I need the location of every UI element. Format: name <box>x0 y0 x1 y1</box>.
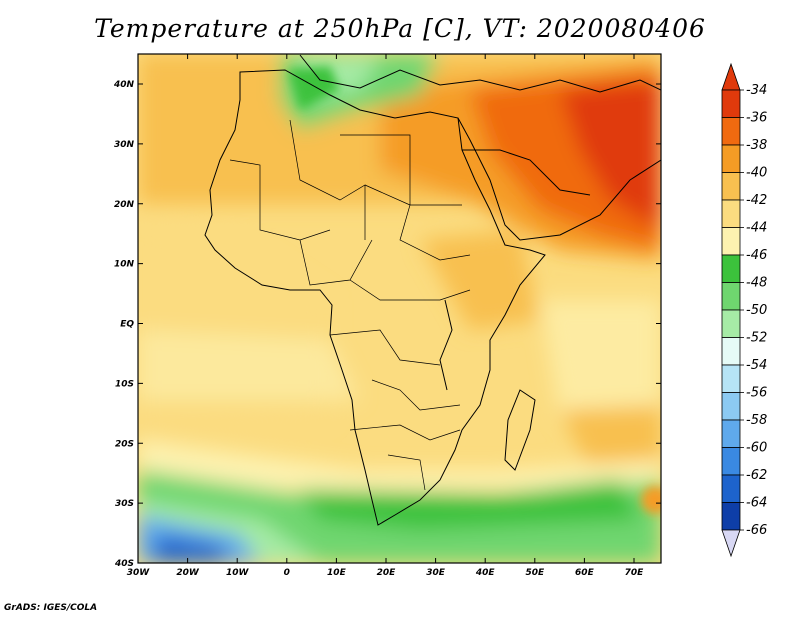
lat-label: 40N <box>113 80 135 90</box>
colorbar-top-arrow <box>721 62 741 91</box>
colorbar-label: -60 <box>746 441 767 456</box>
colorbar-label: -46 <box>746 248 767 263</box>
axis-ticks <box>137 54 661 564</box>
colorbar-swatch <box>721 364 741 393</box>
lat-label: 40S <box>114 559 134 569</box>
colorbar-swatch <box>721 227 741 256</box>
colorbar-label: -64 <box>746 496 767 511</box>
longitude-labels: 30W 20W 10W 0 10E 20E 30E 40E 50E 60E 70E <box>127 568 644 578</box>
colorbar-label: -52 <box>746 331 767 346</box>
colorbar-swatch <box>721 144 741 173</box>
lon-label: 20E <box>377 568 397 578</box>
colorbar-label: -56 <box>746 386 767 401</box>
colorbar-swatch <box>721 419 741 448</box>
lat-label: EQ <box>120 320 134 330</box>
colorbar-label: -38 <box>746 138 767 153</box>
colorbar-label: -34 <box>746 83 767 98</box>
colorbar-label: -36 <box>746 111 767 126</box>
lat-label: 30S <box>115 499 134 509</box>
lon-label: 70E <box>625 568 645 578</box>
lon-label: 10E <box>327 568 347 578</box>
grads-credit: GrADS: IGES/COLA <box>4 603 98 613</box>
colorbar-swatch <box>721 172 741 201</box>
colorbar-swatch <box>721 474 741 503</box>
colorbar-label: -66 <box>746 523 767 538</box>
lat-label: 20N <box>114 200 135 210</box>
colorbar-label: -58 <box>746 413 767 428</box>
lat-label: 10N <box>114 260 135 270</box>
lon-label: 0 <box>284 568 290 578</box>
lon-label: 10W <box>226 568 250 578</box>
colorbar: -34 -36 -38 -40 -42 -44 -46 -48 -50 -52 -54 -56 -58 -… <box>721 62 767 558</box>
arabia-coast <box>457 117 661 241</box>
madagascar-coast <box>504 389 536 471</box>
colorbar-swatch <box>721 337 741 366</box>
colorbar-swatch <box>721 282 741 311</box>
colorbar-label: -42 <box>746 193 767 208</box>
persian-gulf <box>462 149 591 196</box>
latitude-labels: 40N 30N 20N 10N EQ 10S 20S 30S 40S <box>113 80 135 569</box>
lon-label: 50E <box>525 568 545 578</box>
colorbar-label: -48 <box>746 276 767 291</box>
colorbar-label: -50 <box>746 303 767 318</box>
colorbar-swatch <box>721 447 741 476</box>
lon-label: 20W <box>176 568 200 578</box>
country-borders <box>229 119 471 491</box>
colorbar-bottom-arrow <box>721 529 741 558</box>
lon-label: 40E <box>475 568 496 578</box>
colorbar-swatch <box>721 199 741 228</box>
coastlines <box>204 54 661 526</box>
lat-label: 30N <box>114 140 135 150</box>
colorbar-swatch <box>721 502 741 531</box>
northern-coast <box>299 54 661 93</box>
colorbar-label: -54 <box>746 358 767 373</box>
lon-label: 30W <box>127 568 151 578</box>
temperature-field <box>138 54 661 563</box>
colorbar-label: -40 <box>746 166 767 181</box>
lat-label: 20S <box>115 439 134 449</box>
colorbar-swatch <box>721 89 741 118</box>
colorbar-swatch <box>721 392 741 421</box>
colorbar-label: -44 <box>746 221 767 236</box>
map-title: Temperature at 250hPa [C], VT: 202008040… <box>94 14 706 43</box>
colorbar-swatch <box>721 309 741 338</box>
lon-label: 30E <box>426 568 446 578</box>
plot-frame <box>137 53 662 564</box>
lon-label: 60E <box>575 568 595 578</box>
rift-lakes <box>439 299 453 391</box>
colorbar-swatch <box>721 117 741 146</box>
colorbar-label: -62 <box>746 468 767 483</box>
colorbar-swatch <box>721 254 741 283</box>
lat-label: 10S <box>115 379 134 389</box>
